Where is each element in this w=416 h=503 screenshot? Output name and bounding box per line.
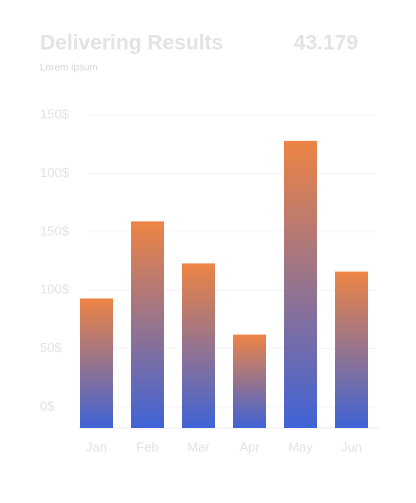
y-tick-label: 150$ (40, 107, 70, 122)
y-tick-label: 100$ (40, 282, 70, 297)
bar (335, 271, 368, 428)
bar (131, 221, 164, 428)
x-tick-label: Mar (187, 439, 210, 454)
x-tick-label: Jan (86, 439, 107, 454)
y-tick-label: 0$ (40, 398, 55, 413)
chart-subtitle: Lorem ipsum (40, 63, 98, 74)
y-tick-label: 150$ (40, 223, 70, 238)
bar (284, 140, 317, 428)
chart-title: Delivering Results (40, 32, 223, 55)
headline-value: 43.179 (294, 32, 358, 55)
x-tick-label: Apr (239, 439, 260, 454)
bar (182, 263, 215, 428)
x-tick-label: May (288, 439, 313, 454)
y-tick-label: 50$ (40, 340, 62, 355)
bar (80, 298, 113, 428)
bar (233, 334, 266, 428)
x-tick-label: Jun (341, 439, 362, 454)
y-tick-label: 100$ (40, 165, 70, 180)
x-tick-label: Feb (136, 439, 158, 454)
